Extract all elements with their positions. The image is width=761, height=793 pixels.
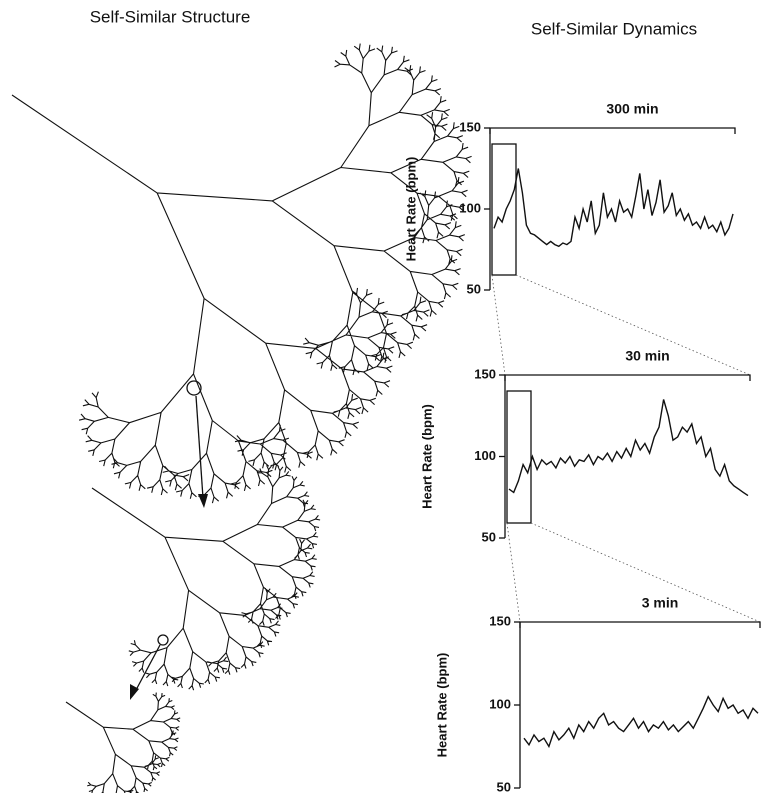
connector <box>530 522 761 623</box>
y-axis-label: Heart Rate (bpm) <box>403 157 418 262</box>
connector <box>491 274 506 376</box>
y-tick-label: 100 <box>489 696 511 711</box>
arrow <box>135 644 161 691</box>
tree-branches <box>11 43 472 793</box>
fractal-trees <box>11 43 472 793</box>
y-tick-label: 50 <box>482 529 496 544</box>
heading: Self-Similar Dynamics <box>531 19 697 38</box>
y-axis-label: Heart Rate (bpm) <box>434 653 449 758</box>
arrow-head <box>130 684 139 700</box>
y-axis-label: Heart Rate (bpm) <box>419 404 434 509</box>
y-tick-label: 100 <box>459 200 481 215</box>
arrow-head <box>198 494 208 508</box>
heading: Self-Similar Structure <box>90 7 251 26</box>
span-label: 3 min <box>642 595 679 611</box>
arrow <box>195 395 204 499</box>
y-tick-label: 150 <box>459 119 481 134</box>
y-tick-label: 150 <box>474 366 496 381</box>
connector <box>515 274 751 376</box>
y-tick-label: 100 <box>474 448 496 463</box>
span-bracket <box>504 374 751 381</box>
connector <box>506 522 521 623</box>
y-tick-label: 50 <box>497 779 511 793</box>
y-tick-label: 150 <box>489 613 511 628</box>
span-label: 30 min <box>625 348 669 364</box>
zoom-box <box>506 390 532 524</box>
zoom-circle <box>157 634 169 646</box>
heart-rate-line <box>523 695 759 749</box>
zoom-box <box>491 143 517 276</box>
span-bracket <box>489 127 736 134</box>
heart-rate-line <box>508 399 749 497</box>
zoom-circle <box>186 380 202 396</box>
heart-rate-line <box>493 168 734 248</box>
y-tick-label: 50 <box>467 281 481 296</box>
span-bracket <box>519 621 761 628</box>
span-label: 300 min <box>606 101 658 117</box>
